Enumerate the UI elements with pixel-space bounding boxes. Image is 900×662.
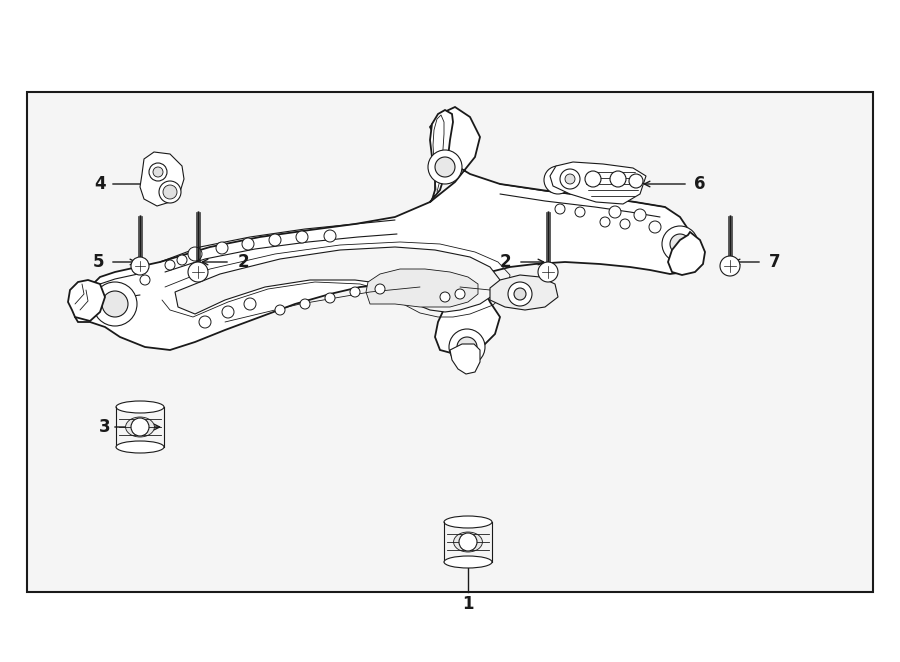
- Ellipse shape: [126, 417, 155, 437]
- Bar: [27, 92, 873, 592]
- Polygon shape: [450, 344, 480, 374]
- Ellipse shape: [444, 556, 492, 568]
- Circle shape: [222, 306, 234, 318]
- Circle shape: [324, 230, 336, 242]
- Circle shape: [188, 247, 202, 261]
- Circle shape: [131, 257, 149, 275]
- Text: 4: 4: [94, 175, 106, 193]
- Circle shape: [435, 157, 455, 177]
- Circle shape: [610, 171, 626, 187]
- Circle shape: [296, 231, 308, 243]
- Circle shape: [350, 287, 360, 297]
- Circle shape: [538, 262, 558, 282]
- Circle shape: [102, 291, 128, 317]
- Circle shape: [449, 329, 485, 365]
- Circle shape: [455, 289, 465, 299]
- Circle shape: [600, 217, 610, 227]
- Text: 6: 6: [694, 175, 706, 193]
- Circle shape: [149, 163, 167, 181]
- Text: 1: 1: [463, 595, 473, 613]
- Circle shape: [629, 174, 643, 188]
- Polygon shape: [490, 275, 558, 310]
- Ellipse shape: [454, 532, 482, 552]
- Circle shape: [244, 298, 256, 310]
- Ellipse shape: [444, 516, 492, 528]
- Circle shape: [649, 221, 661, 233]
- Circle shape: [620, 219, 630, 229]
- Circle shape: [514, 288, 526, 300]
- Circle shape: [544, 166, 572, 194]
- Circle shape: [140, 275, 150, 285]
- Circle shape: [565, 174, 575, 184]
- Circle shape: [163, 185, 177, 199]
- Circle shape: [242, 238, 254, 250]
- Circle shape: [662, 226, 698, 262]
- Polygon shape: [75, 107, 700, 354]
- Circle shape: [300, 299, 310, 309]
- Circle shape: [165, 260, 175, 270]
- Circle shape: [440, 292, 450, 302]
- Circle shape: [188, 262, 208, 282]
- Circle shape: [93, 282, 137, 326]
- Circle shape: [585, 171, 601, 187]
- Ellipse shape: [116, 401, 164, 413]
- Ellipse shape: [116, 441, 164, 453]
- Circle shape: [560, 169, 580, 189]
- Text: 7: 7: [770, 253, 781, 271]
- Circle shape: [457, 337, 477, 357]
- Circle shape: [575, 207, 585, 217]
- Polygon shape: [68, 280, 105, 321]
- Circle shape: [720, 256, 740, 276]
- Circle shape: [153, 167, 163, 177]
- Circle shape: [634, 209, 646, 221]
- Circle shape: [269, 234, 281, 246]
- Circle shape: [131, 418, 149, 436]
- Polygon shape: [550, 162, 646, 204]
- Circle shape: [216, 242, 228, 254]
- Polygon shape: [366, 269, 478, 307]
- Circle shape: [325, 293, 335, 303]
- Circle shape: [508, 282, 532, 306]
- Polygon shape: [140, 152, 184, 206]
- Text: 2: 2: [500, 253, 511, 271]
- Polygon shape: [668, 232, 705, 275]
- Text: 2: 2: [238, 253, 248, 271]
- Circle shape: [555, 204, 565, 214]
- Circle shape: [375, 284, 385, 294]
- Circle shape: [159, 181, 181, 203]
- Circle shape: [275, 305, 285, 315]
- Polygon shape: [430, 110, 453, 202]
- Text: 5: 5: [92, 253, 104, 271]
- Circle shape: [428, 150, 462, 184]
- Ellipse shape: [150, 171, 180, 193]
- Circle shape: [670, 234, 690, 254]
- Circle shape: [459, 533, 477, 551]
- Circle shape: [199, 316, 211, 328]
- Polygon shape: [175, 247, 500, 314]
- Circle shape: [177, 255, 187, 265]
- Circle shape: [609, 206, 621, 218]
- Text: 3: 3: [99, 418, 111, 436]
